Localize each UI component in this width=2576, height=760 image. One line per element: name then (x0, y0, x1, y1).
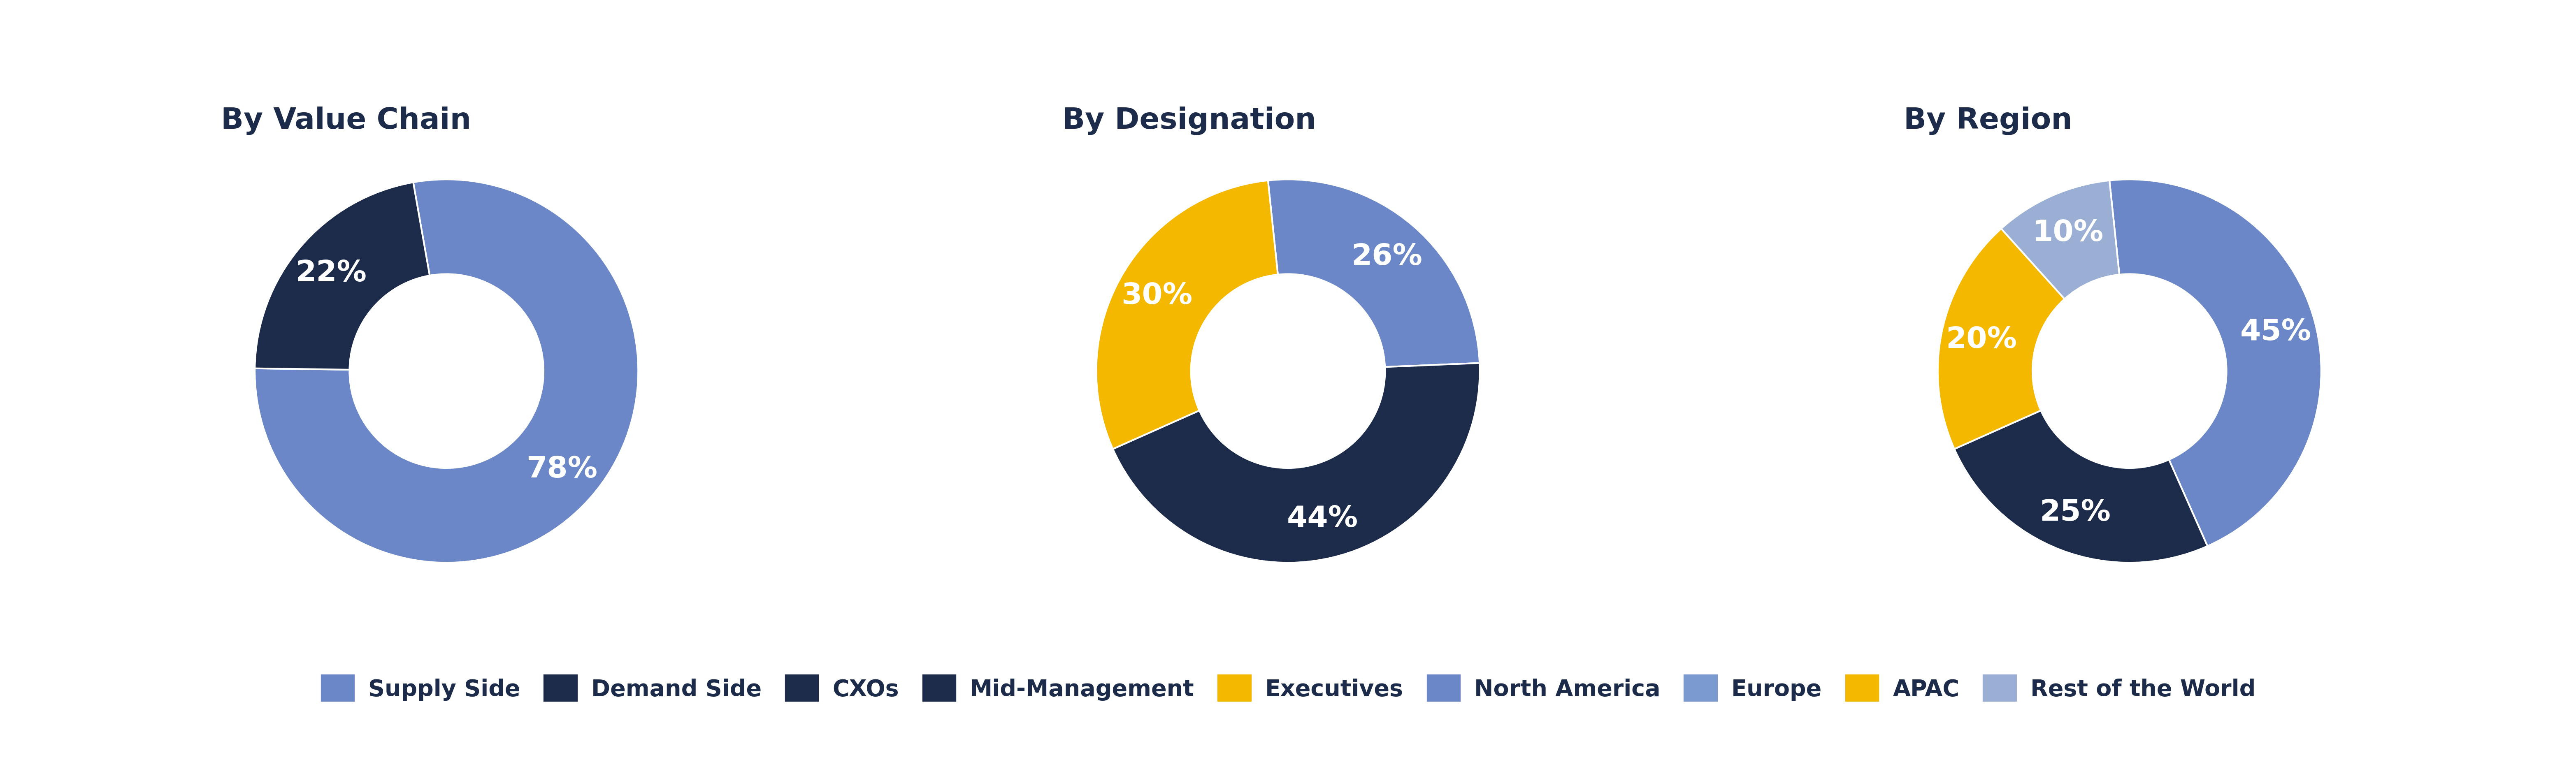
Text: 78%: 78% (526, 455, 598, 483)
Text: 10%: 10% (2032, 219, 2105, 247)
Text: By Designation: By Designation (1061, 106, 1316, 135)
Wedge shape (1937, 229, 2063, 449)
Wedge shape (1097, 181, 1278, 449)
Text: 45%: 45% (2241, 318, 2311, 347)
Text: Primary Sources: Primary Sources (1108, 30, 1468, 68)
Legend: Supply Side, Demand Side, CXOs, Mid-Management, Executives, North America, Europ: Supply Side, Demand Side, CXOs, Mid-Mana… (317, 670, 2259, 706)
Wedge shape (1955, 410, 2208, 563)
Text: 20%: 20% (1945, 325, 2017, 354)
Wedge shape (1113, 363, 1479, 563)
Text: 44%: 44% (1288, 505, 1358, 533)
Text: 30%: 30% (1121, 281, 1193, 310)
Wedge shape (2110, 179, 2321, 546)
Text: By Value Chain: By Value Chain (222, 106, 471, 135)
Text: 25%: 25% (2040, 499, 2110, 527)
Wedge shape (2002, 181, 2120, 299)
Wedge shape (255, 179, 639, 563)
Text: By Region: By Region (1904, 106, 2074, 135)
Wedge shape (1267, 179, 1479, 367)
Text: 26%: 26% (1352, 242, 1422, 271)
Wedge shape (255, 182, 430, 370)
Text: 22%: 22% (296, 259, 366, 287)
